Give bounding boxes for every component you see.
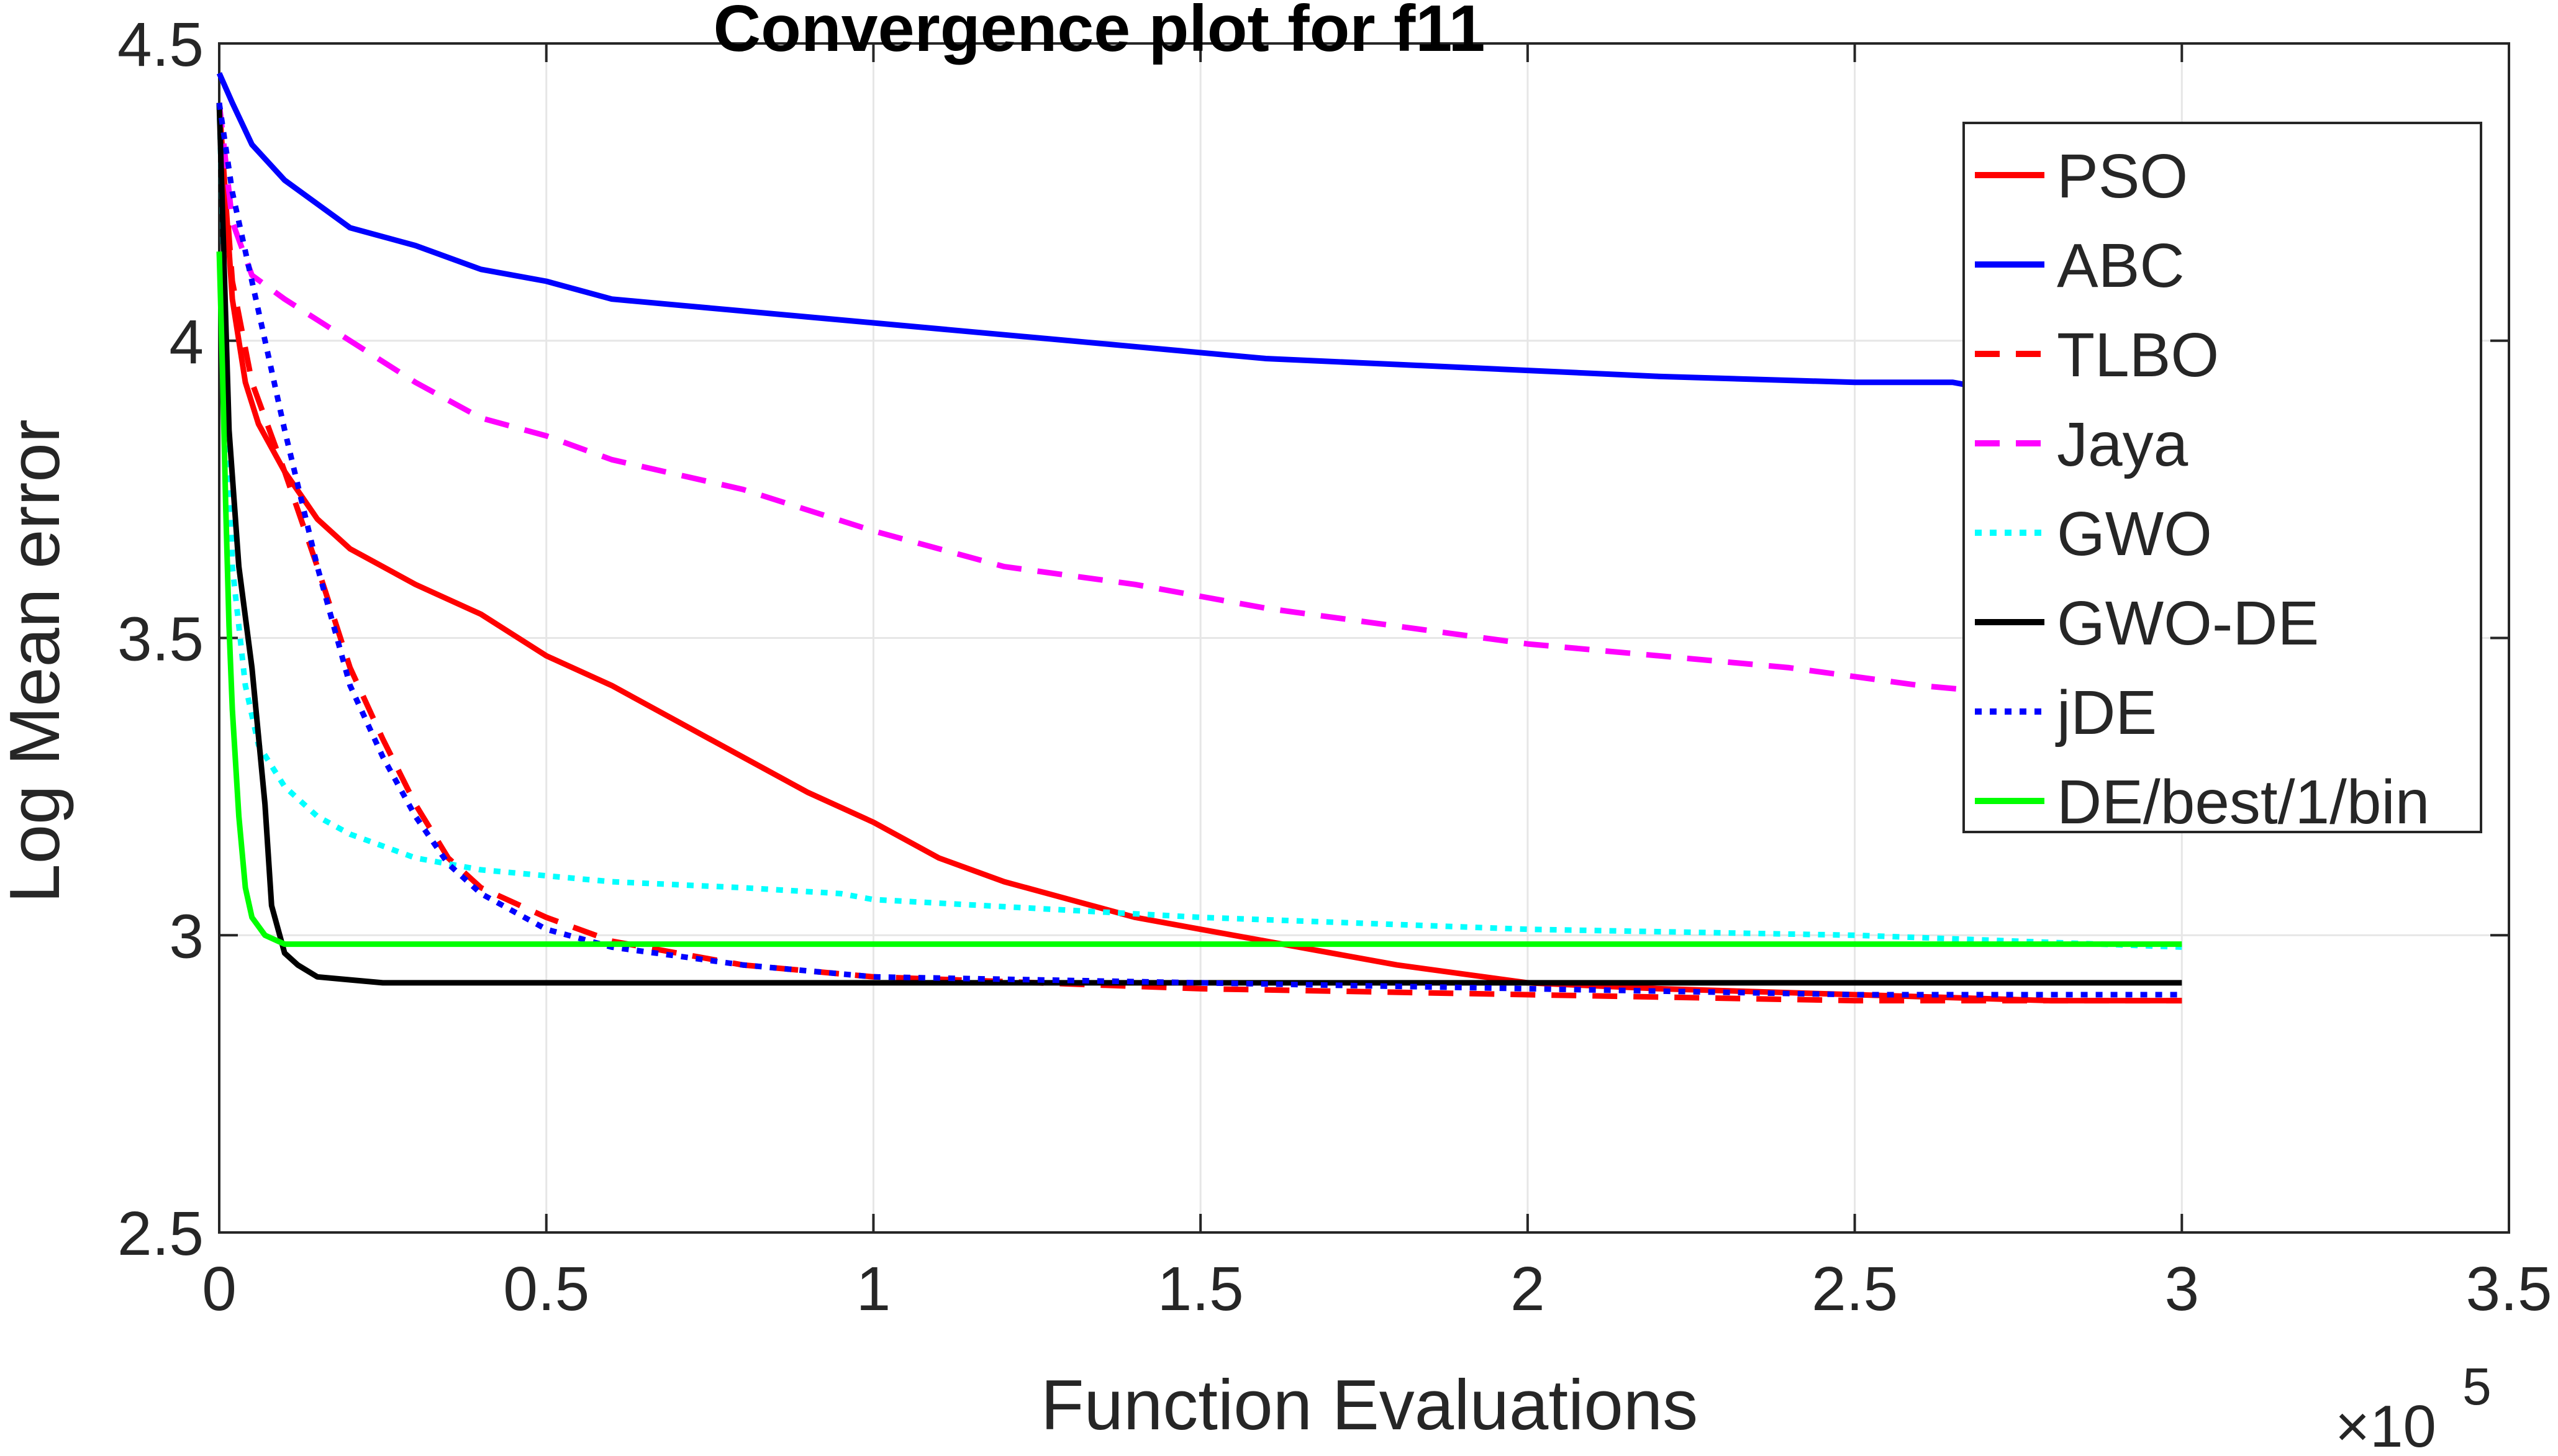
legend-label-tlbo: TLBO bbox=[2057, 320, 2219, 390]
series-line-gwo-de bbox=[216, 102, 2182, 986]
legend-items: PSO ABC TLBO Jaya GWO GWO-DE jDE DE/best/1/bin bbox=[1975, 142, 2429, 837]
x-axis-label: Function Evaluations bbox=[1041, 1366, 1698, 1445]
legend-label-abc: ABC bbox=[2057, 231, 2185, 301]
x-tick-label: 1.5 bbox=[1158, 1254, 1244, 1324]
y-tick-label: 4.5 bbox=[117, 10, 204, 79]
series-line-abc bbox=[216, 72, 2182, 409]
y-tick-label: 3 bbox=[169, 902, 204, 971]
x-axis-exponent: ×10 5 bbox=[2335, 1357, 2492, 1456]
y-tick-label: 2.5 bbox=[117, 1199, 204, 1268]
y-axis-label: Log Mean error bbox=[0, 419, 75, 903]
series-line-jaya bbox=[216, 102, 2183, 712]
series-line-tlbo bbox=[216, 102, 2182, 1004]
legend-label-gwo-de: GWO-DE bbox=[2057, 589, 2319, 658]
legend-label-gwo: GWO bbox=[2057, 499, 2212, 569]
y-tick-label: 4 bbox=[169, 307, 204, 377]
legend-label-de-best-1-bin: DE/best/1/bin bbox=[2057, 767, 2429, 837]
series-line-de-best-1-bin bbox=[216, 251, 2182, 947]
series-line-jde bbox=[216, 102, 2182, 998]
series-lines bbox=[216, 72, 2183, 1004]
legend-label-pso: PSO bbox=[2057, 142, 2188, 211]
x-tick-label: 2 bbox=[1510, 1254, 1545, 1324]
legend-label-jaya: Jaya bbox=[2057, 410, 2188, 479]
tick-labels: 0 0.5 1 1.5 2 2.5 3 3.5 2.5 3 3.5 4 4.5 bbox=[117, 10, 2552, 1324]
y-tick-label: 3.5 bbox=[117, 605, 204, 674]
x-exponent-power: 5 bbox=[2462, 1357, 2492, 1416]
x-tick-label: 1 bbox=[856, 1254, 891, 1324]
legend-box bbox=[1962, 122, 2482, 833]
x-exponent-base: ×10 bbox=[2335, 1393, 2436, 1456]
chart-title: Convergence plot for f11 bbox=[714, 0, 1485, 65]
x-tick-label: 3.5 bbox=[2465, 1254, 2552, 1324]
x-tick-label: 0.5 bbox=[503, 1254, 589, 1324]
x-tick-label: 3 bbox=[2164, 1254, 2199, 1324]
x-tick-label: 0 bbox=[202, 1254, 237, 1324]
legend: PSO ABC TLBO Jaya GWO GWO-DE jDE DE/best/1/bin bbox=[1962, 122, 2482, 837]
x-tick-label: 2.5 bbox=[1812, 1254, 1898, 1324]
legend-label-jde: jDE bbox=[2055, 678, 2157, 748]
